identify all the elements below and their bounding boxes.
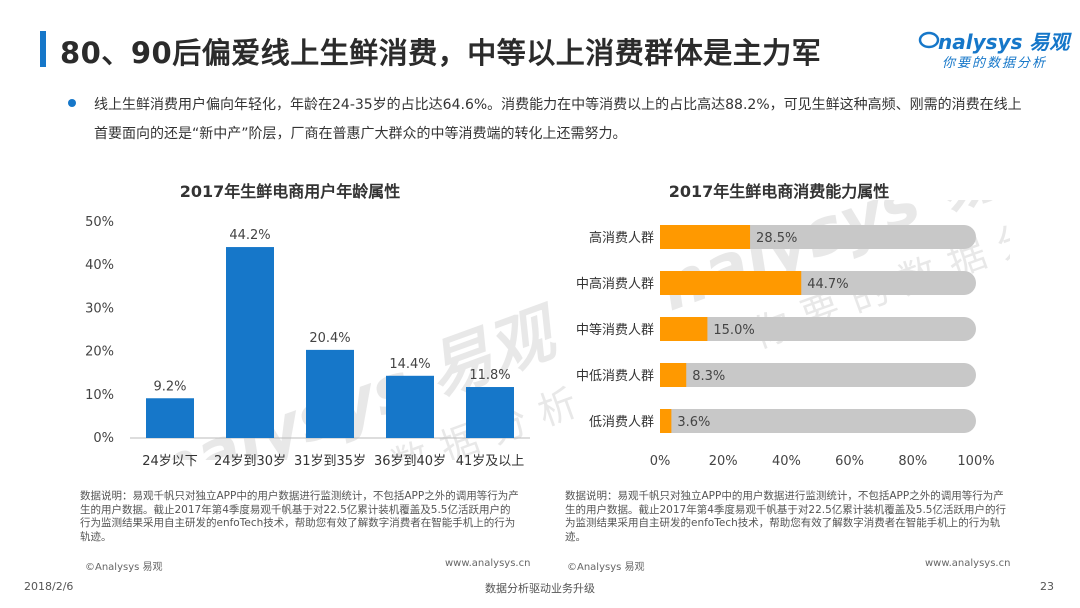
- y-tick-label: 0%: [93, 431, 114, 446]
- bar-data-label: 44.2%: [229, 228, 270, 243]
- bar-data-label: 28.5%: [756, 231, 797, 246]
- y-category-label: 高消费人群: [589, 230, 654, 246]
- x-tick-label: 60%: [835, 454, 864, 469]
- x-tick-label: 24岁以下: [142, 454, 198, 469]
- y-tick-label: 50%: [85, 215, 114, 230]
- logo-slogan: 你要的数据分析: [942, 56, 1048, 71]
- bar-track: [660, 409, 976, 433]
- bar: [306, 349, 354, 438]
- bar: [226, 247, 274, 438]
- left-chart-title: 2017年生鲜电商用户年龄属性: [179, 182, 401, 201]
- y-tick-label: 30%: [85, 301, 114, 316]
- x-tick-label: 36岁到40岁: [374, 454, 446, 469]
- page-title: 80、90后偏爱线上生鲜消费，中等以上消费群体是主力军: [60, 36, 822, 70]
- bar: [660, 363, 687, 387]
- right-chart-title: 2017年生鲜电商消费能力属性: [668, 182, 890, 201]
- bar-data-label: 20.4%: [309, 331, 350, 346]
- bar: [466, 387, 514, 438]
- y-category-label: 低消费人群: [589, 415, 654, 430]
- x-tick-label: 0%: [650, 454, 671, 469]
- logo-swoosh-icon: [918, 31, 940, 49]
- bar-data-label: 8.3%: [692, 369, 725, 384]
- bar-data-label: 44.7%: [807, 277, 848, 292]
- y-tick-label: 40%: [85, 258, 114, 273]
- bar: [660, 271, 802, 295]
- y-tick-label: 20%: [85, 345, 114, 360]
- consumption-bar-chart: 28.5% 高消费人群 44.7% 中高消费人群 15.0% 中等消费人群 8.3% 中低消费…: [576, 225, 995, 469]
- title-accent-bar: [40, 31, 46, 67]
- x-tick-label: 31岁到35岁: [294, 454, 366, 469]
- right-url: www.analysys.cn: [925, 558, 1011, 569]
- y-tick-label: 10%: [85, 388, 114, 403]
- analysys-logo: nalysys 易观 你要的数据分析: [918, 26, 1069, 74]
- bar-data-label: 15.0%: [713, 323, 754, 338]
- bar-track: [660, 363, 976, 387]
- y-category-label: 中低消费人群: [576, 369, 654, 384]
- right-copyright: ©Analysys 易观: [567, 562, 645, 573]
- bar-data-label: 9.2%: [153, 379, 186, 394]
- bullet-icon: [68, 99, 76, 107]
- bar: [386, 375, 434, 438]
- bar-data-label: 11.8%: [469, 368, 510, 383]
- bar: [660, 409, 672, 433]
- y-category-label: 中等消费人群: [576, 322, 654, 338]
- y-category-label: 中高消费人群: [576, 276, 654, 292]
- x-tick-label: 40%: [772, 454, 801, 469]
- x-tick-label: 100%: [957, 454, 994, 469]
- x-tick-label: 24岁到30岁: [214, 454, 286, 469]
- x-tick-label: 20%: [709, 454, 738, 469]
- bar-data-label: 14.4%: [389, 357, 430, 372]
- left-copyright: ©Analysys 易观: [85, 562, 163, 573]
- bar: [660, 317, 708, 341]
- logo-text: nalysys 易观: [938, 30, 1070, 54]
- left-data-note: 数据说明：易观千帆只对独立APP中的用户数据进行监测统计，不包括APP之外的调用…: [80, 490, 519, 543]
- bar-track: [660, 317, 976, 341]
- right-data-note: 数据说明：易观千帆只对独立APP中的用户数据进行监测统计，不包括APP之外的调用…: [565, 490, 1006, 543]
- bar: [660, 225, 751, 249]
- left-url: www.analysys.cn: [445, 558, 531, 569]
- x-tick-label: 80%: [898, 454, 927, 469]
- summary-text: 线上生鲜消费用户偏向年轻化，年龄在24-35岁的占比达64.6%。消费能力在中等…: [94, 97, 1022, 142]
- age-bar-chart: 0% 10% 20% 30% 40% 50% 9.2% 24岁以下 44.2% 24岁到30岁 20…: [85, 215, 530, 469]
- bar-data-label: 3.6%: [677, 415, 710, 430]
- bar: [146, 398, 194, 438]
- x-tick-label: 41岁及以上: [456, 454, 525, 469]
- footer-date: 2018/2/6: [24, 580, 74, 593]
- page-number: 23: [1040, 580, 1054, 593]
- footer-slogan: 数据分析驱动业务升级: [485, 582, 595, 595]
